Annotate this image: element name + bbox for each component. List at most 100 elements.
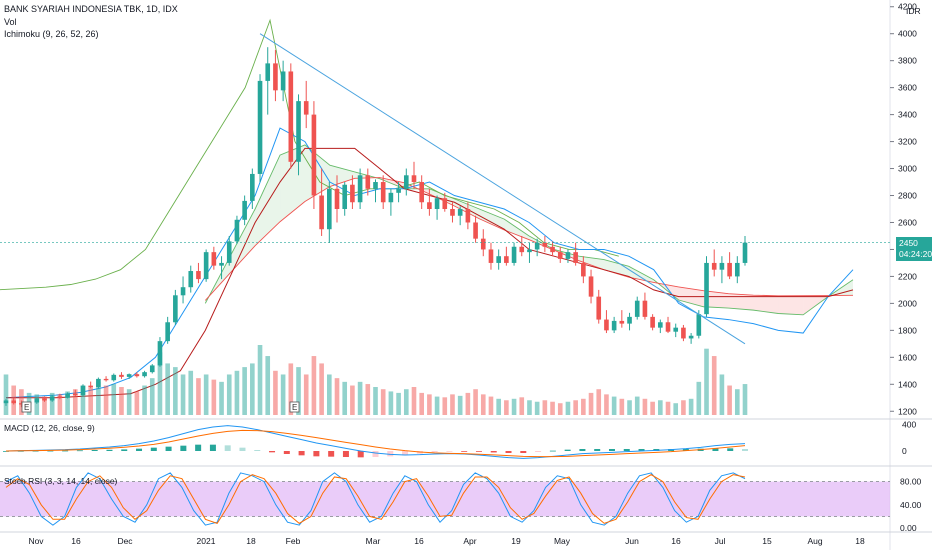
volume-bar <box>350 385 355 415</box>
time-tick-label: 2021 <box>197 536 216 546</box>
time-tick-label: Aug <box>807 536 822 546</box>
candle-body <box>511 246 517 263</box>
candle-body <box>373 182 378 189</box>
macd-histogram-bar <box>150 447 157 451</box>
volume-bar <box>619 398 625 415</box>
macd-signal-line <box>5 429 746 458</box>
volume-bar <box>480 394 486 415</box>
ichimoku-cloud-segment <box>504 219 530 240</box>
price-tick-label: 3600 <box>898 83 917 93</box>
earnings-marker-box <box>21 401 32 413</box>
volume-bar <box>534 401 540 415</box>
time-tick-label: 16 <box>71 536 81 546</box>
macd-histogram-bar <box>283 451 290 454</box>
macd-histogram-bar <box>490 451 497 453</box>
candle-body <box>604 319 609 331</box>
volume-bar <box>581 398 586 415</box>
volume-bar <box>280 374 286 415</box>
ichimoku-cloud-segment <box>429 188 455 207</box>
volume-bar <box>327 374 332 415</box>
volume-bar <box>403 389 409 415</box>
macd-histogram-bar <box>475 451 482 452</box>
time-tick-label: Nov <box>28 536 44 546</box>
volume-bar <box>634 396 640 415</box>
candle-body <box>257 80 263 174</box>
candle-body <box>565 252 571 259</box>
candle-body <box>296 101 301 162</box>
volume-bar <box>49 392 55 415</box>
macd-histogram-bar <box>387 451 394 457</box>
ichimoku-cloud-segment <box>479 209 505 230</box>
volume-bar <box>126 389 132 415</box>
earnings-marker-label: E <box>24 403 29 412</box>
macd-histogram-bar <box>431 451 438 453</box>
candle-body <box>711 262 717 270</box>
macd-histogram-bar <box>682 449 689 451</box>
candle-body <box>411 175 417 183</box>
macd-histogram-bar <box>239 447 246 451</box>
volume-bar <box>211 379 217 415</box>
stoch-rsi-d-line <box>5 474 746 524</box>
candle-body <box>319 195 324 230</box>
time-tick-label: 18 <box>246 536 256 546</box>
price-tick-label: 1800 <box>898 325 917 335</box>
candle-body <box>250 173 255 201</box>
candle-body <box>734 262 740 277</box>
macd-histogram-bar <box>594 449 601 451</box>
volume-bar <box>380 389 386 415</box>
candle-body <box>49 396 55 401</box>
volume-bar <box>473 389 478 415</box>
volume-bar <box>719 374 725 415</box>
earnings-marker-box <box>289 401 300 413</box>
ichimoku-span-b <box>204 177 854 301</box>
candle-body <box>72 393 78 396</box>
candle-body <box>165 322 170 342</box>
candle-body <box>334 188 340 209</box>
candle-body <box>388 192 394 203</box>
candle-body <box>3 400 9 404</box>
candle-body <box>504 256 509 263</box>
candle-body <box>696 314 702 336</box>
candle-body <box>173 295 178 323</box>
macd-histogram-bar <box>727 448 734 451</box>
volume-bar <box>604 394 609 415</box>
volume-bar <box>519 397 525 415</box>
candle-body <box>658 322 663 328</box>
candle-body <box>627 316 632 324</box>
candle-body <box>642 300 648 317</box>
volume-bar <box>727 385 732 415</box>
candle-body <box>403 175 409 189</box>
countdown-tag: 04:24:20 <box>896 248 932 261</box>
candle-body <box>280 71 286 91</box>
candle-body <box>681 327 686 339</box>
volume-bar <box>203 374 209 415</box>
candle-body <box>350 184 355 203</box>
volume-bar <box>665 401 671 415</box>
chart-title: BANK SYARIAH INDONESIA TBK, 1D, IDX <box>4 4 178 14</box>
candle-body <box>365 175 371 189</box>
ichimoku-cloud-segment <box>304 144 330 202</box>
time-tick-label: Mar <box>366 536 381 546</box>
volume-bar <box>303 374 309 415</box>
candle-body <box>450 209 455 216</box>
volume-bar <box>504 400 509 415</box>
candle-body <box>88 385 93 387</box>
candle-body <box>419 182 424 203</box>
candle-body <box>65 393 70 398</box>
ichimoku-cloud-segment <box>703 290 729 309</box>
ichimoku-cloud-segment <box>778 295 804 315</box>
macd-tick-label: 0 <box>902 446 907 456</box>
macd-histogram-bar <box>372 451 379 457</box>
candle-body <box>719 262 725 270</box>
volume-bar <box>550 401 555 415</box>
macd-histogram-bar <box>712 448 719 451</box>
candle-body <box>80 385 86 396</box>
volume-bar <box>142 385 147 415</box>
ichimoku-cloud-segment <box>603 259 629 278</box>
candle-body <box>203 252 209 280</box>
candle-body <box>742 242 748 263</box>
volume-bar <box>273 370 278 415</box>
macd-histogram-bar <box>564 449 571 451</box>
volume-bar <box>658 400 663 415</box>
